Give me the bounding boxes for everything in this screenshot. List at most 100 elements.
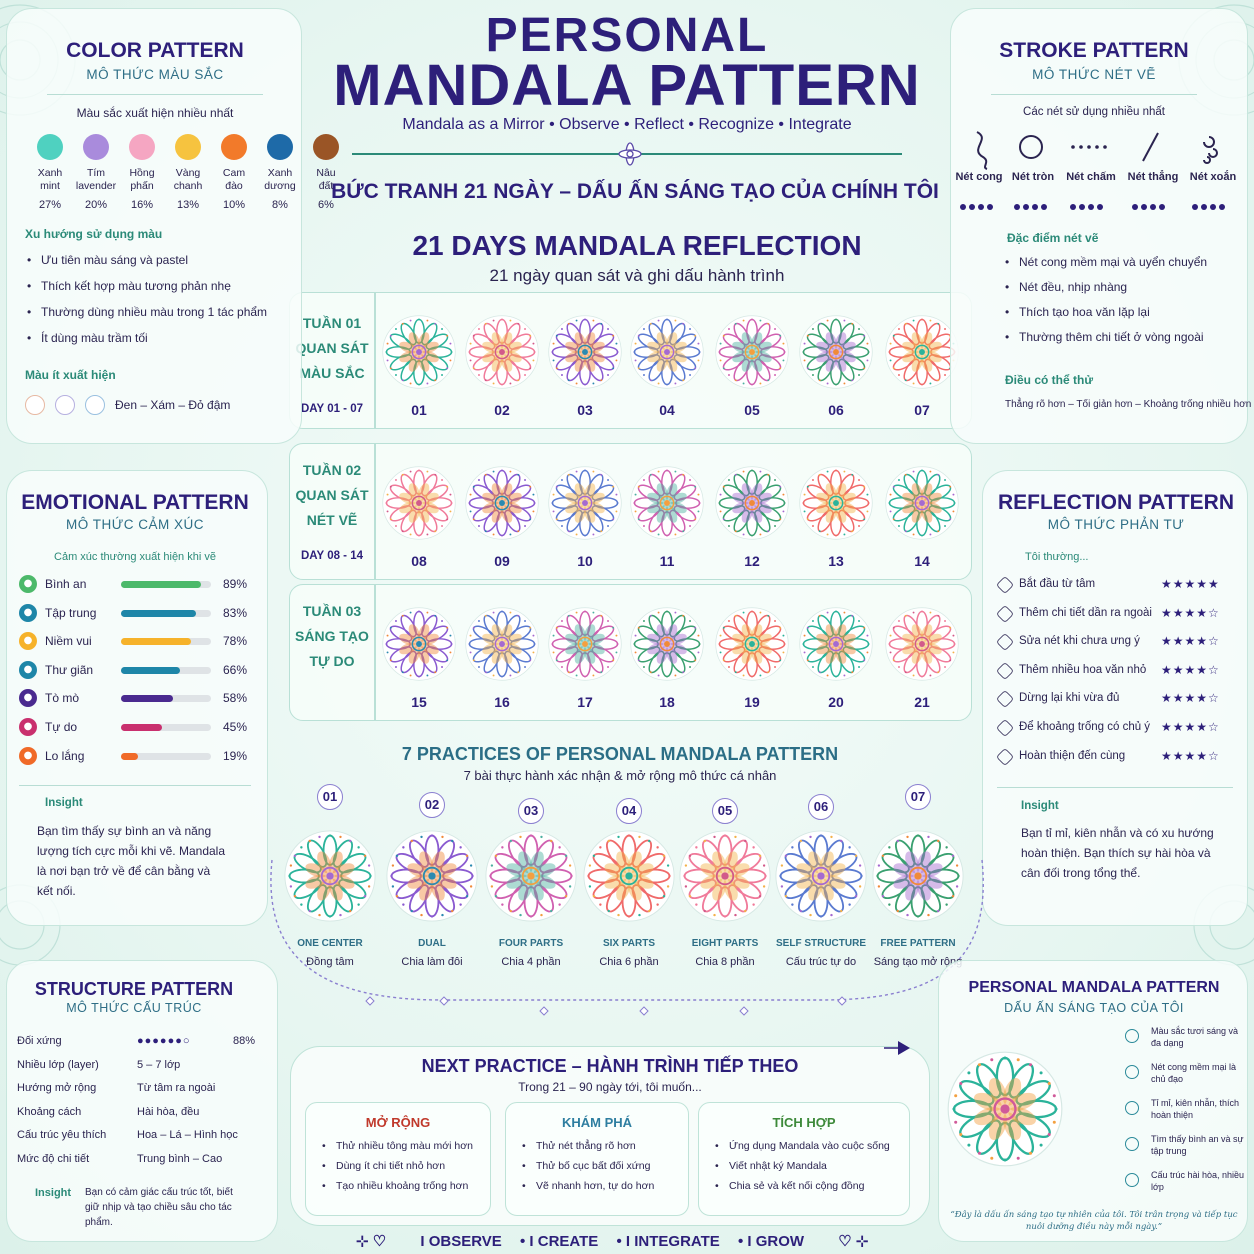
reflection-title: 21 DAYS MANDALA REFLECTION [412,230,862,261]
card-list: Thử nhiều tông màu mới hơn Dùng ít chi t… [306,1130,490,1192]
practice-desc: Chia 4 phần [501,956,561,968]
practice-number: 07 [905,784,931,810]
practice-mandala-04 [583,830,675,922]
emotion-percent: 58% [223,691,248,706]
divider [997,787,1233,788]
arrow-right-icon [884,1041,910,1055]
signature-trait: Cấu trúc hài hòa, nhiều lớp [1151,1170,1245,1192]
day-number: 13 [828,553,844,569]
list-item: Nét đều, nhịp nhàng [1003,280,1243,294]
insight-title: Insight [35,1187,72,1199]
structure-value: Từ tâm ra ngoài [137,1082,216,1094]
structure-label: Mức độ chi tiết [17,1152,90,1165]
day-number: 01 [411,402,427,418]
reflection-label: Dừng lại khi vừa đủ [1019,692,1120,705]
emotion-label: Niềm vui [45,634,92,649]
mandala-day-12 [715,466,789,540]
reflection-subtitle: 21 ngày quan sát và ghi dấu hành trình [489,266,785,285]
hexagon-icon [995,604,1015,623]
list-item: Ứng dụng Mandala vào cuộc sống [713,1140,899,1152]
free-icon: ● [19,718,37,736]
emotion-bar-fill [121,752,139,760]
structure-value: Hoa – Lá – Hình học [137,1129,238,1141]
day-number: 14 [914,553,930,569]
color-percent: 8% [272,199,288,211]
emotion-label: Thư giãn [45,662,94,677]
circle-icon [1019,135,1043,159]
reflection-caption: Tôi thường... [1025,551,1089,563]
hexagon-icon [995,633,1015,652]
snowflake-icon [1125,1137,1139,1151]
insight-text: Bạn tỉ mỉ, kiên nhẫn và có xu hướng hoàn… [1021,826,1214,880]
emotion-bar [121,695,211,703]
color-percent: 10% [222,199,246,211]
hexagon-icon [995,690,1015,709]
structure-label: Khoảng cách [17,1105,82,1118]
stroke-label: Nét cong [955,171,1003,183]
header-tagline: Mandala as a Mirror • Observe • Reflect … [402,116,852,133]
mandala-day-04 [630,315,704,389]
card-list: Thử nét thẳng rõ hơn Thử bố cục bất đối … [506,1130,688,1192]
list-item: Tạo nhiều khoảng trống hơn [320,1180,480,1192]
stroke-icons [960,131,1225,210]
week-theme: QUAN SÁT [295,487,369,503]
day-number: 18 [659,694,675,710]
week-theme-2: TỰ DO [309,653,355,669]
list-item: Thường dùng nhiều màu trong 1 tác phẩm [25,305,295,319]
footer-ornament-right: ♡ ⊹ [838,1233,869,1250]
stroke-feature-title: Đặc điểm nét vẽ [1007,231,1099,245]
mandala-day-16 [465,607,539,681]
day-number: 15 [411,694,427,710]
reflection-label: Hoàn thiện đến cùng [1019,749,1126,762]
practice-mandala-02 [386,830,478,922]
header-banner: BỨC TRANH 21 NGÀY – DẤU ẤN SÁNG TẠO CỦA … [331,180,939,203]
stroke-try-title: Điều có thể thử [1005,373,1094,387]
week-divider [374,293,376,428]
rare-swatch [25,395,45,415]
card-list: Ứng dụng Mandala vào cuộc sống Viết nhật… [699,1130,909,1192]
insight-title: Insight [1021,800,1059,812]
color-percent: 16% [130,199,154,211]
week-label: TUẦN 02 [302,462,362,478]
smile-icon: ● [19,632,37,651]
heart-icon: ● [19,575,37,593]
color-name: Vàng chanh [173,167,203,192]
color-pattern-panel: COLOR PATTERN MÔ THỨC MÀU SẮC Màu sắc xu… [6,8,339,444]
hexagon-icon [995,575,1015,595]
card-title: KHÁM PHÁ [561,1115,633,1130]
week-theme-2: MÀU SẮC [299,365,365,381]
color-swatch [37,134,63,160]
week-theme: SÁNG TẠO [295,628,369,644]
day-number: 17 [577,694,593,710]
color-swatch [313,134,339,160]
footer-word: GROW [755,1233,805,1250]
reflection-pattern-title: REFLECTION PATTERN [997,491,1235,514]
next-practice-subtitle: Trong 21 – 90 ngày tới, tôi muốn... [518,1080,702,1094]
card-explore: KHÁM PHÁ Thử nét thẳng rõ hơn Thử bố cục… [505,1102,689,1216]
list-item: Vẽ nhanh hơn, tự do hơn [520,1180,678,1192]
emotion-bar [121,752,211,760]
color-name: Hồng phấn [129,167,155,192]
stroke-label: Nét chấm [1066,171,1116,183]
practice-number: 01 [317,784,343,810]
footer-word: OBSERVE [428,1233,502,1250]
color-name: Xanh dương [264,167,296,192]
header-title-line2: MANDALA PATTERN [333,53,921,118]
reflection-label: Thêm chi tiết dần ra ngoài [1019,606,1152,619]
list-item: Thích tạo hoa văn lặp lại [1003,305,1243,319]
emotion-percent: 45% [223,720,248,734]
day-number: 21 [914,694,930,710]
mandala-day-10 [548,466,622,540]
mandala-day-21 [885,607,959,681]
practice-name: DUAL [418,938,446,949]
signature-panel: PERSONAL MANDALA PATTERN DẤU ẤN SÁNG TẠO… [938,960,1248,1242]
mandala-day-18 [630,607,704,681]
emotion-bar-fill [121,581,202,588]
stroke-label: Nét thẳng [1127,171,1179,183]
structure-value: ●●●●●●○ [137,1035,191,1047]
flower-icon [1125,1173,1139,1187]
reflection-label: Bắt đầu từ tâm [1019,578,1096,590]
signature-trait: Nét cong mềm mại là chủ đạo [1151,1062,1237,1084]
stroke-feature-list: Nét cong mềm mại và uyển chuyển Nét đều,… [1003,255,1243,355]
signature-trait: Tìm thấy bình an và sự tập trung [1151,1134,1244,1156]
